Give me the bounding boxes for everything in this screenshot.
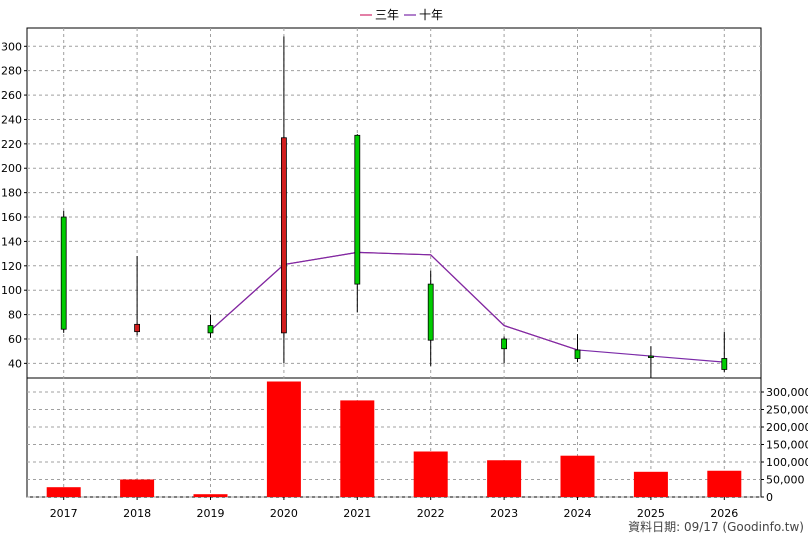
price-tick-label: 180 — [1, 187, 22, 200]
ma-line-10y — [210, 251, 725, 363]
price-tick-label: 220 — [1, 138, 22, 151]
volume-bar — [413, 451, 448, 497]
price-tick-label: 160 — [1, 211, 22, 224]
price-tick-label: 60 — [8, 333, 22, 346]
footer-source: 資料日期: 09/17 (Goodinfo.tw) — [628, 520, 804, 534]
volume-bar — [46, 487, 81, 497]
volume-bar — [266, 381, 301, 497]
volume-bar — [560, 455, 595, 497]
price-tick-label: 80 — [8, 309, 22, 322]
volume-tick-label: 50,000 — [766, 474, 805, 487]
x-tick-label: 2022 — [417, 507, 445, 520]
x-tick-label: 2017 — [50, 507, 78, 520]
x-tick-label: 2019 — [197, 507, 225, 520]
candle-body — [60, 216, 67, 330]
price-tick-label: 40 — [8, 357, 22, 370]
x-tick-label: 2024 — [564, 507, 592, 520]
price-tick-label: 100 — [1, 284, 22, 297]
legend-label-3y: 三年 — [375, 8, 399, 22]
volume-bar — [633, 471, 668, 497]
candle-layer — [60, 36, 728, 378]
candle-body — [280, 137, 287, 334]
candle-body — [207, 325, 214, 334]
price-tick-label: 240 — [1, 113, 22, 126]
candle-body — [427, 283, 434, 341]
x-tick-label: 2018 — [123, 507, 151, 520]
volume-tick-label: 250,000 — [766, 404, 808, 417]
candle-body — [574, 349, 581, 359]
volume-bar — [120, 479, 155, 497]
volume-bar — [487, 460, 522, 497]
bar-layer — [46, 381, 742, 497]
volume-bar — [340, 400, 375, 497]
volume-tick-label: 300,000 — [766, 386, 808, 399]
price-tick-label: 280 — [1, 65, 22, 78]
x-tick-label: 2020 — [270, 507, 298, 520]
volume-bar — [707, 470, 742, 497]
price-tick-label: 300 — [1, 40, 22, 53]
x-tick-label: 2026 — [710, 507, 738, 520]
price-tick-label: 260 — [1, 89, 22, 102]
legend-label-10y: 十年 — [419, 8, 443, 22]
candle-body — [721, 358, 728, 370]
candle-body — [648, 355, 654, 358]
volume-tick-label: 100,000 — [766, 456, 808, 469]
volume-tick-label: 0 — [766, 491, 773, 504]
candle-body — [134, 323, 141, 333]
price-tick-label: 140 — [1, 235, 22, 248]
price-panel-frame — [26, 27, 762, 379]
volume-tick-label: 150,000 — [766, 439, 808, 452]
candle-body — [501, 338, 508, 350]
candle-body — [354, 134, 361, 285]
x-tick-label: 2021 — [343, 507, 371, 520]
line-layer — [210, 251, 725, 363]
legend: 三年 十年 — [360, 8, 443, 22]
volume-tick-label: 200,000 — [766, 421, 808, 434]
volume-bar — [193, 494, 228, 497]
x-tick-label: 2025 — [637, 507, 665, 520]
price-tick-label: 200 — [1, 162, 22, 175]
x-tick-label: 2023 — [490, 507, 518, 520]
tick-layer: 40 60 80 100 120 140 160 180 200 220 240 260 280 300 0… — [1, 40, 808, 520]
price-tick-label: 120 — [1, 260, 22, 273]
